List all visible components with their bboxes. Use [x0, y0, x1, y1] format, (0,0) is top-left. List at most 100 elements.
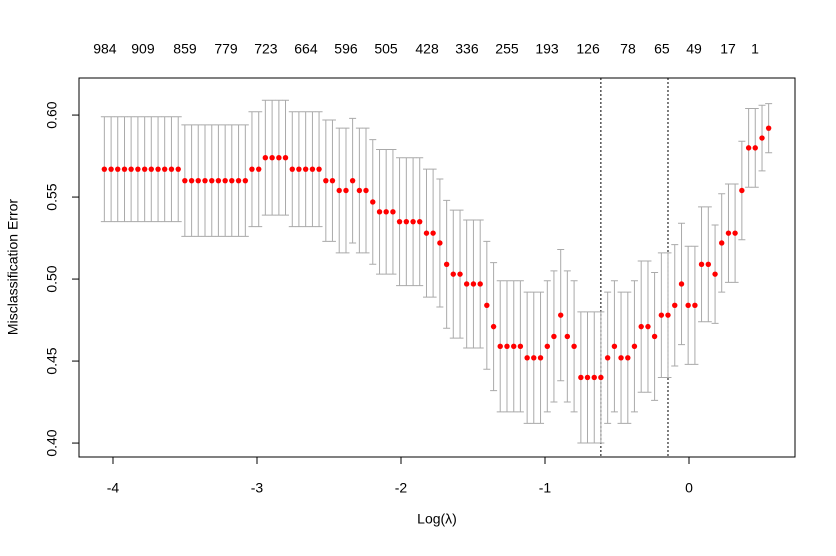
point: [403, 218, 410, 225]
top-tick-label: 859: [173, 41, 197, 57]
point: [618, 355, 624, 361]
point: [108, 166, 114, 172]
point: [678, 281, 685, 287]
point: [282, 155, 289, 161]
point: [195, 177, 201, 184]
point: [128, 166, 134, 172]
point: [148, 166, 154, 172]
y-axis-label: Misclassification Error: [5, 199, 21, 335]
point: [242, 177, 249, 184]
point: [692, 302, 698, 309]
point: [739, 187, 745, 194]
point: [296, 166, 302, 172]
top-tick-label: 126: [576, 41, 600, 57]
point: [202, 177, 208, 184]
point: [417, 218, 423, 225]
top-tick-label: 723: [254, 41, 278, 57]
point: [269, 155, 275, 161]
point: [598, 374, 604, 381]
point: [276, 155, 282, 161]
y-tick-label: 0.60: [44, 101, 60, 128]
point: [604, 355, 611, 361]
top-tick-label: 1: [751, 41, 759, 57]
point: [135, 166, 141, 172]
top-tick-label: 779: [214, 41, 238, 57]
point: [544, 343, 551, 350]
point: [558, 312, 564, 318]
point: [289, 166, 295, 172]
point: [504, 343, 510, 350]
point: [430, 230, 436, 236]
point: [511, 343, 517, 350]
point: [101, 166, 108, 172]
point: [141, 166, 148, 172]
y-tick-label: 0.45: [44, 347, 60, 374]
point: [329, 177, 336, 184]
point: [463, 281, 470, 287]
point: [209, 177, 215, 184]
point: [745, 145, 752, 151]
point: [188, 177, 195, 184]
point: [161, 166, 168, 172]
point: [551, 333, 557, 340]
point: [625, 355, 631, 361]
point: [316, 166, 322, 172]
point: [175, 166, 181, 172]
point: [497, 343, 503, 350]
top-tick-label: 193: [535, 41, 559, 57]
point: [370, 199, 376, 205]
point: [578, 374, 584, 381]
point: [349, 177, 356, 184]
x-tick-label: -3: [251, 480, 264, 496]
point: [155, 166, 161, 172]
top-tick-label: 596: [334, 41, 358, 57]
top-tick-label: 17: [720, 41, 736, 57]
point: [564, 333, 571, 340]
point: [249, 166, 255, 172]
point: [376, 209, 383, 215]
point: [685, 302, 691, 309]
point: [256, 166, 262, 172]
point: [262, 155, 269, 161]
point: [705, 261, 712, 268]
point: [450, 271, 456, 277]
point: [396, 218, 403, 225]
point: [719, 240, 725, 246]
point: [363, 187, 369, 194]
point: [390, 209, 396, 215]
point: [343, 187, 349, 194]
top-tick-label: 65: [654, 41, 670, 57]
top-tick-label: 909: [131, 41, 155, 57]
plot-frame: [78, 77, 796, 458]
point: [732, 230, 738, 236]
top-tick-label: 49: [686, 41, 702, 57]
point: [168, 166, 175, 172]
y-tick-label: 0.50: [44, 265, 60, 292]
point: [336, 187, 342, 194]
point: [537, 355, 544, 361]
top-tick-label: 336: [455, 41, 479, 57]
point: [356, 187, 363, 194]
point: [638, 323, 644, 330]
point: [531, 355, 537, 361]
point: [437, 240, 443, 246]
top-tick-label: 428: [415, 41, 439, 57]
point: [309, 166, 316, 172]
point: [229, 177, 235, 184]
point: [115, 166, 121, 172]
point: [484, 302, 490, 309]
point: [470, 281, 477, 287]
point: [631, 343, 638, 350]
point: [182, 177, 188, 184]
point: [443, 261, 450, 268]
point: [658, 312, 665, 318]
top-tick-label: 664: [294, 41, 318, 57]
y-tick-label: 0.55: [44, 183, 60, 210]
point: [477, 281, 483, 287]
point: [651, 333, 658, 340]
point: [302, 166, 309, 172]
top-tick-label: 78: [620, 41, 636, 57]
x-tick-label: -4: [107, 480, 120, 496]
point: [759, 135, 765, 141]
top-tick-label: 984: [93, 41, 117, 57]
